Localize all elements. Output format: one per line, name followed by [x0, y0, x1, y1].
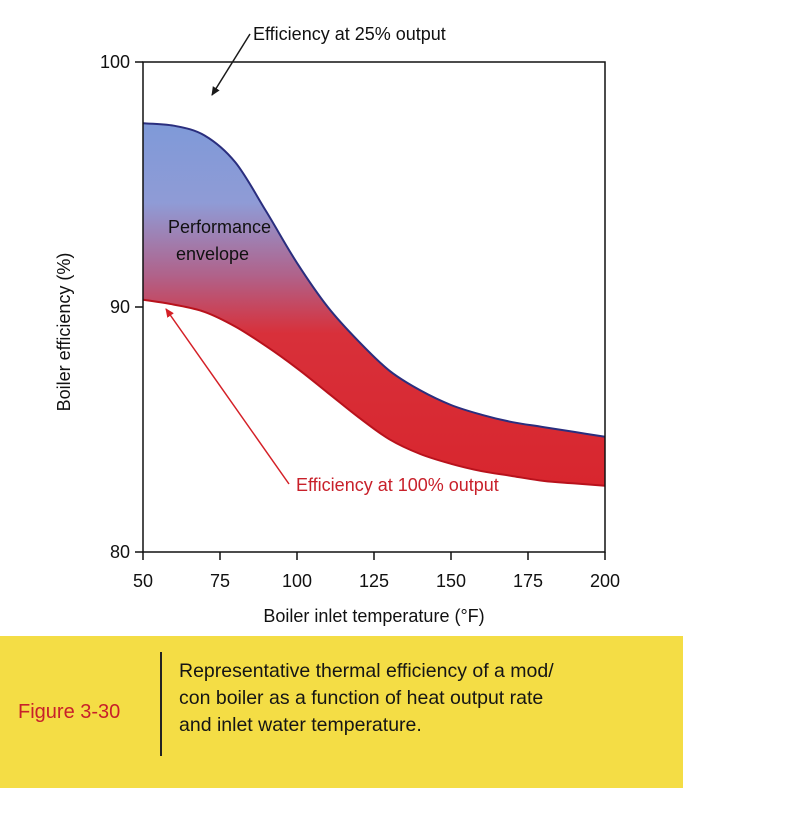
x-tick-label: 125 [359, 571, 389, 591]
y-tick-label: 100 [100, 52, 130, 72]
y-tick-label: 90 [110, 297, 130, 317]
x-tick-label: 100 [282, 571, 312, 591]
envelope-label-line2: envelope [176, 244, 249, 264]
series-line-100pct [142, 298, 606, 487]
y-tick-label: 80 [110, 542, 130, 562]
annotation-25pct-arrow [211, 33, 251, 96]
x-axis-title: Boiler inlet temperature (°F) [263, 606, 484, 626]
y-axis: 80 90 100 [100, 52, 143, 562]
y-axis-title: Boiler efficiency (%) [54, 253, 74, 412]
performance-envelope-area [143, 123, 605, 486]
caption-line: Representative thermal efficiency of a m… [179, 660, 554, 682]
x-tick-label: 150 [436, 571, 466, 591]
caption-line: and inlet water temperature. [179, 714, 422, 736]
x-tick-label: 50 [133, 571, 153, 591]
annotation-25pct: Efficiency at 25% output [253, 24, 446, 44]
x-axis: 50 75 100 125 150 175 200 [133, 552, 620, 591]
caption-text: Representative thermal efficiency of a m… [179, 658, 679, 739]
figure-label: Figure 3-30 [18, 701, 121, 723]
annotation-100pct-arrow [165, 308, 290, 485]
envelope-label-line1: Performance [168, 217, 271, 237]
x-tick-label: 175 [513, 571, 543, 591]
x-tick-label: 200 [590, 571, 620, 591]
series-line-25pct [142, 122, 606, 438]
caption-line: con boiler as a function of heat output … [179, 687, 544, 709]
caption-divider [160, 652, 162, 756]
x-tick-label: 75 [210, 571, 230, 591]
caption-bar [0, 636, 683, 788]
annotation-100pct: Efficiency at 100% output [296, 475, 499, 495]
